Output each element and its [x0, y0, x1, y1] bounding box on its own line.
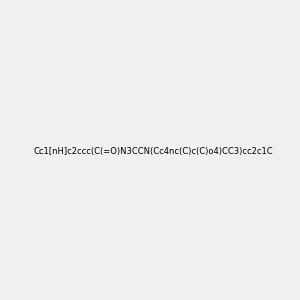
Text: Cc1[nH]c2ccc(C(=O)N3CCN(Cc4nc(C)c(C)o4)CC3)cc2c1C: Cc1[nH]c2ccc(C(=O)N3CCN(Cc4nc(C)c(C)o4)C…	[34, 147, 274, 156]
